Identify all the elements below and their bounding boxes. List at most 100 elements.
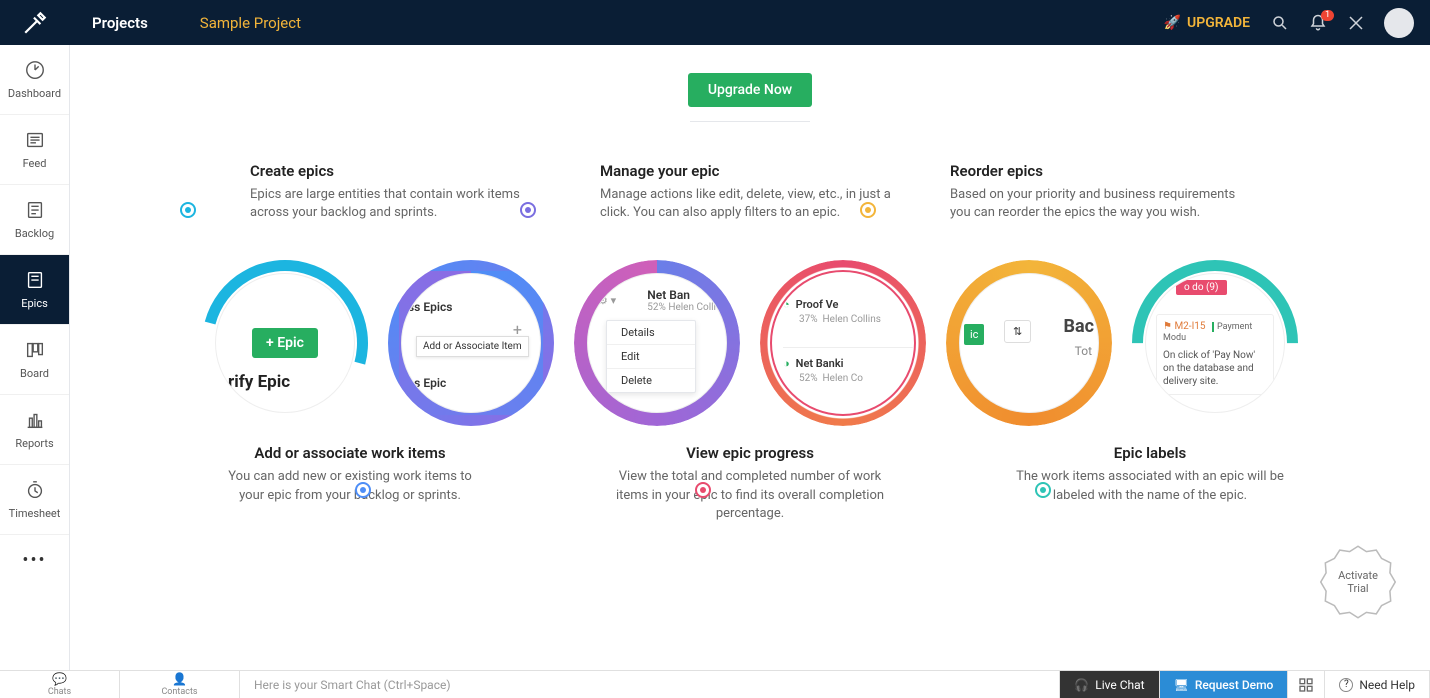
sidebar-label: Epics <box>21 297 48 310</box>
search-icon[interactable] <box>1270 13 1290 33</box>
feature-title: Reorder epics <box>950 162 1250 180</box>
sidebar-item-dashboard[interactable]: Dashboard <box>0 45 69 115</box>
menu-item: Details <box>607 321 695 345</box>
main-content: Upgrade Now Create epics Epics are large… <box>70 45 1430 670</box>
contacts-icon: 👤 <box>172 672 187 686</box>
activate-trial-badge[interactable]: Activate Trial <box>1320 544 1396 620</box>
sidebar-label: Backlog <box>15 227 54 240</box>
tab-label: Contacts <box>161 687 197 697</box>
feature-desc: The work items associated with an epic w… <box>1015 468 1285 504</box>
epic-button-preview: + Epic <box>252 328 318 358</box>
snippet-text: Helen Colli <box>668 302 716 313</box>
feature-desc: Manage actions like edit, delete, view, … <box>600 186 900 222</box>
notification-badge: 1 <box>1321 10 1334 21</box>
feature-circles: + Epic rify Epic ss Epics + Add or Assoc… <box>110 260 1390 426</box>
feature-desc: Based on your priority and business requ… <box>950 186 1250 222</box>
snippet-text: M2-I15 <box>1174 321 1205 332</box>
presentation-icon: 🖥 <box>1174 678 1189 692</box>
sidebar-item-backlog[interactable]: Backlog <box>0 185 69 255</box>
feature-title: Create epics <box>250 162 550 180</box>
upgrade-button[interactable]: 🚀 UPGRADE <box>1164 15 1250 31</box>
sidebar-item-feed[interactable]: Feed <box>0 115 69 185</box>
feature-title: Epic labels <box>1015 444 1285 462</box>
sidebar-more[interactable]: ••• <box>0 535 69 585</box>
tools-icon[interactable] <box>1346 13 1366 33</box>
chats-tab[interactable]: 💬 Chats <box>0 671 120 698</box>
snippet-text: 37% <box>799 314 818 325</box>
circle-labels: o do (9) ⚑ M2-I15 Payment Modu On click … <box>1132 260 1298 426</box>
activate-trial-text: Activate <box>1338 569 1378 582</box>
sidebar-label: Reports <box>15 437 53 450</box>
request-demo-button[interactable]: 🖥 Request Demo <box>1160 671 1289 698</box>
snippet-text: ss Epic <box>408 376 446 390</box>
upgrade-label: UPGRADE <box>1187 15 1250 31</box>
divider <box>690 121 810 122</box>
activate-trial-text: Trial <box>1338 582 1378 595</box>
feature-associate: Add or associate work items You can add … <box>215 444 485 523</box>
circle-progress: ◔ Proof Ve 37% Helen Collins ◑ Net Banki <box>760 260 926 426</box>
sidebar-item-board[interactable]: Board <box>0 325 69 395</box>
circle-create-epics: + Epic rify Epic <box>202 260 368 426</box>
tooltip-preview: Add or Associate Item <box>416 336 529 357</box>
chat-icon: 💬 <box>52 672 67 686</box>
sidebar-item-timesheet[interactable]: Timesheet <box>0 465 69 535</box>
menu-item: Edit <box>607 345 695 369</box>
sidebar-item-reports[interactable]: Reports <box>0 395 69 465</box>
grid-icon-button[interactable] <box>1288 671 1325 698</box>
snippet-text: ss Epics <box>408 300 452 314</box>
sidebar-label: Board <box>20 367 49 380</box>
status-pill: o do (9) <box>1176 280 1227 295</box>
sidebar-item-epics[interactable]: Epics <box>0 255 69 325</box>
upgrade-now-button[interactable]: Upgrade Now <box>688 73 812 107</box>
feature-progress: View epic progress View the total and co… <box>615 444 885 523</box>
button-label: Live Chat <box>1095 678 1144 692</box>
bottom-bar: 💬 Chats 👤 Contacts Here is your Smart Ch… <box>0 670 1430 698</box>
snippet-text: Tot <box>1075 344 1092 358</box>
feature-showcase: Create epics Epics are large entities th… <box>70 162 1430 523</box>
feature-title: View epic progress <box>615 444 885 462</box>
snippet-text: 52% <box>647 302 666 313</box>
button-label: Need Help <box>1359 678 1415 692</box>
connector-dot <box>520 202 536 218</box>
connector-dot <box>860 202 876 218</box>
tab-label: Chats <box>48 687 71 697</box>
app-logo[interactable] <box>0 0 70 45</box>
livechat-button[interactable]: 🎧 Live Chat <box>1060 671 1159 698</box>
circle-associate: ss Epics + Add or Associate Item ss Epic <box>388 260 554 426</box>
feature-title: Add or associate work items <box>215 444 485 462</box>
context-menu-preview: Details Edit Delete <box>606 320 696 393</box>
button-label: Request Demo <box>1195 678 1274 692</box>
gear-icon: ⚙ ▾ <box>598 294 616 307</box>
headset-icon: 🎧 <box>1074 678 1089 692</box>
notification-icon[interactable]: 1 <box>1308 13 1328 33</box>
sidebar: Dashboard Feed Backlog Epics Board Repor… <box>0 45 70 670</box>
feature-desc: Epics are large entities that contain wo… <box>250 186 550 222</box>
rocket-icon: 🚀 <box>1164 15 1181 31</box>
feature-desc: View the total and completed number of w… <box>615 468 885 523</box>
connector-dot <box>695 482 711 498</box>
smartchat-input[interactable]: Here is your Smart Chat (Ctrl+Space) <box>240 671 1060 698</box>
user-avatar[interactable] <box>1384 8 1414 38</box>
feature-reorder-epics: Reorder epics Based on your priority and… <box>950 162 1250 222</box>
snippet-text: Helen Co <box>823 373 863 384</box>
feature-title: Manage your epic <box>600 162 900 180</box>
sidebar-label: Timesheet <box>9 507 61 520</box>
project-name[interactable]: Sample Project <box>170 0 323 45</box>
connector-dot <box>1035 482 1051 498</box>
need-help-button[interactable]: ? Need Help <box>1325 671 1430 698</box>
snippet-text: ic <box>964 324 984 345</box>
snippet-text: Bac <box>1064 316 1095 337</box>
snippet-text: Helen Collins <box>823 314 881 325</box>
snippet-text: Net Ban <box>647 288 716 302</box>
snippet-text: 52% <box>799 373 818 384</box>
menu-item: Delete <box>607 369 695 392</box>
contacts-tab[interactable]: 👤 Contacts <box>120 671 240 698</box>
feature-create-epics: Create epics Epics are large entities th… <box>250 162 550 222</box>
projects-tab[interactable]: Projects <box>70 0 170 45</box>
feature-labels: Epic labels The work items associated wi… <box>1015 444 1285 523</box>
connector-dot <box>355 482 371 498</box>
help-icon: ? <box>1339 678 1353 692</box>
sidebar-label: Feed <box>23 157 47 170</box>
snippet-text: Proof Ve <box>796 298 839 311</box>
sidebar-label: Dashboard <box>8 87 61 100</box>
